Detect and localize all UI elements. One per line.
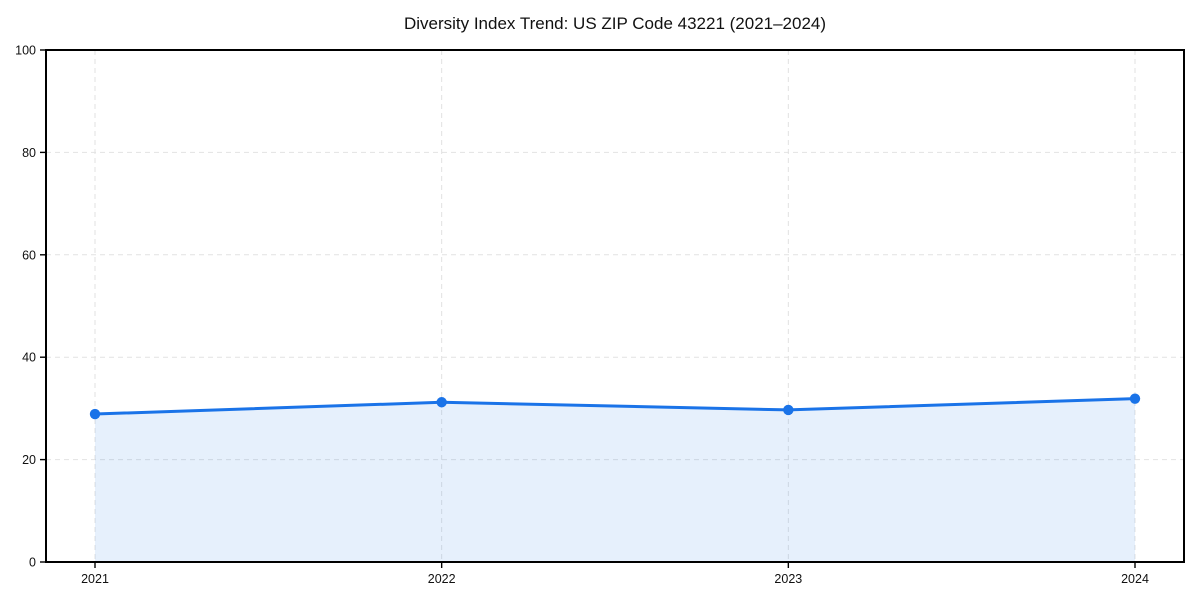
y-tick-label: 0 <box>29 556 36 570</box>
x-tick-label: 2023 <box>774 572 802 586</box>
data-point-2023 <box>783 404 794 416</box>
data-point-2022 <box>436 397 447 408</box>
data-point-2024 <box>1129 393 1141 404</box>
y-tick-label: 60 <box>22 248 36 262</box>
data-point-2021 <box>89 408 101 420</box>
area-fill <box>95 398 1135 562</box>
chart-title: Diversity Index Trend: US ZIP Code 43221… <box>403 14 827 33</box>
y-tick-label: 40 <box>22 351 36 365</box>
x-tick-label: 2022 <box>428 572 456 586</box>
y-tick-label: 20 <box>22 453 36 467</box>
plot-border <box>45 49 1185 563</box>
x-tick-label: 2024 <box>1121 572 1149 586</box>
x-tick-label: 2021 <box>81 572 109 586</box>
y-tick-label: 80 <box>22 146 36 160</box>
trend-line <box>93 397 1137 416</box>
y-tick-label: 100 <box>15 44 36 58</box>
